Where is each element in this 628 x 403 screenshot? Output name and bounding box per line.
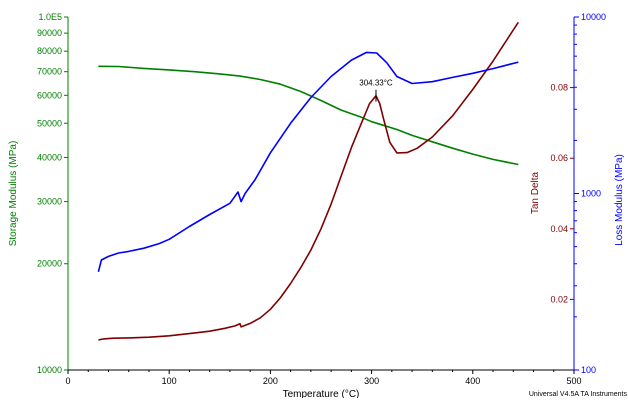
y-tan-tick-label: 0.06: [550, 153, 568, 163]
y-tan-axis-title: Tan Delta: [530, 171, 541, 214]
x-tick-label: 300: [364, 376, 379, 386]
y-left-tick-label: 1.0E5: [38, 12, 62, 22]
y-left-tick-label: 70000: [37, 67, 62, 77]
y-loss-tick-label: 100: [581, 365, 596, 375]
y-left-axis-title: Storage Modulus (MPa): [8, 141, 19, 247]
y-left-tick-label: 50000: [37, 118, 62, 128]
x-axis-title: Temperature (°C): [283, 389, 360, 398]
x-tick-label: 100: [162, 376, 177, 386]
y-tan-tick-label: 0.08: [550, 83, 568, 93]
storage-modulus-line: [98, 65, 519, 166]
y-left-tick-label: 40000: [37, 152, 62, 162]
y-left-tick-label: 90000: [37, 28, 62, 38]
y-left-tick-label: 60000: [37, 90, 62, 100]
loss-modulus-line: [97, 51, 519, 272]
x-tick-label: 400: [465, 376, 480, 386]
y-left-tick-label: 20000: [37, 259, 62, 269]
x-tick-label: 500: [566, 376, 581, 386]
footer-label: Universal V4.5A TA Instruments: [529, 391, 628, 398]
y-left-tick-label: 30000: [37, 197, 62, 207]
y-loss-tick-label: 1000: [581, 189, 601, 199]
x-tick-label: 200: [263, 376, 278, 386]
y-tan-tick-label: 0.04: [550, 224, 568, 234]
y-left-tick-label: 80000: [37, 46, 62, 56]
y-tan-tick-label: 0.02: [550, 294, 568, 304]
x-tick-label: 0: [65, 376, 70, 386]
tan-delta-line: [98, 21, 519, 341]
y-loss-tick-label: 10000: [581, 12, 606, 22]
peak-annotation: 304.33°C: [359, 79, 393, 88]
y-left-tick-label: 10000: [37, 365, 62, 375]
y-loss-axis-title: Loss Modulus (MPa): [614, 154, 625, 246]
